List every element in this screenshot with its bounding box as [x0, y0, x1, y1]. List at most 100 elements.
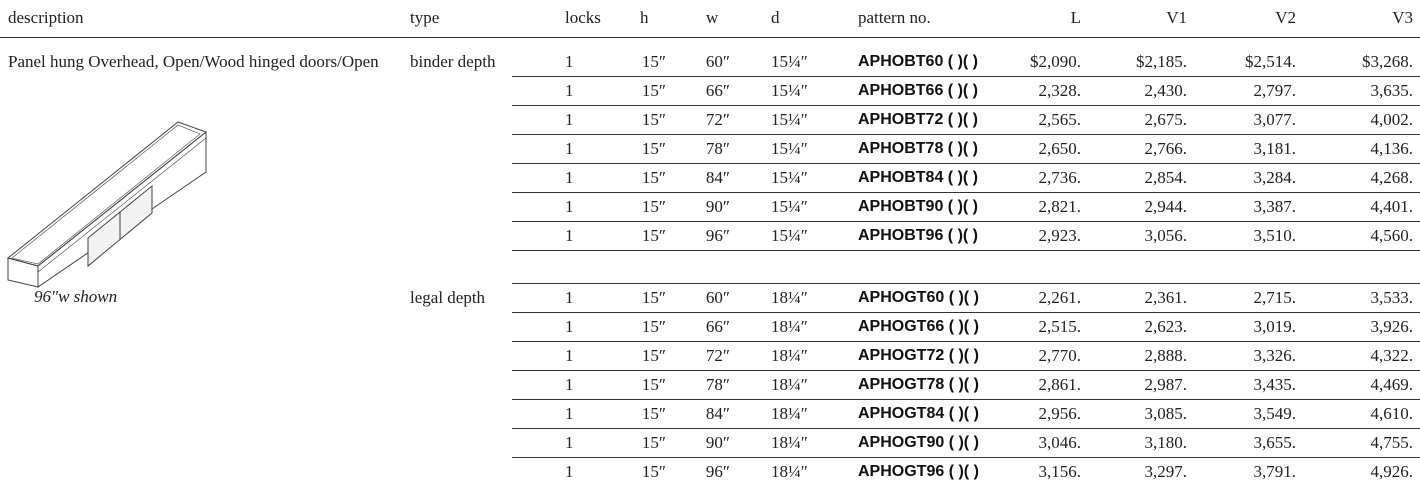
column-header: V2 — [1275, 8, 1296, 27]
price-v1: 2,888. — [1144, 346, 1188, 365]
row-rule — [512, 250, 1420, 251]
depth: 18¼″ — [771, 433, 808, 452]
column-header: L — [1070, 8, 1081, 27]
locks: 1 — [565, 110, 574, 129]
row-rule — [512, 457, 1420, 458]
locks: 1 — [565, 433, 574, 452]
pattern-no: APHOBT60 ( )( ) — [858, 53, 978, 70]
price-v3: 3,926. — [1370, 317, 1414, 336]
locks: 1 — [565, 52, 574, 71]
price-v1: 3,297. — [1144, 462, 1188, 481]
locks: 1 — [565, 288, 574, 307]
pattern-no: APHOGT72 ( )( ) — [858, 347, 979, 364]
height: 15″ — [641, 168, 666, 187]
image-caption: 96″w shown — [34, 287, 118, 306]
price-v3: 4,322. — [1370, 346, 1414, 365]
price-v3: $3,268. — [1362, 52, 1413, 71]
price-l: 2,515. — [1038, 317, 1082, 336]
price-v3: 4,610. — [1370, 404, 1414, 423]
price-v1: 2,944. — [1144, 197, 1188, 216]
price-v1: 2,987. — [1144, 375, 1188, 394]
price-v2: 3,435. — [1253, 375, 1297, 394]
price-v2: 3,284. — [1253, 168, 1297, 187]
pattern-no: APHOBT90 ( )( ) — [858, 198, 978, 215]
locks: 1 — [565, 81, 574, 100]
price-v2: 3,549. — [1253, 404, 1297, 423]
height: 15″ — [641, 433, 666, 452]
price-l: 2,650. — [1038, 139, 1082, 158]
width: 96″ — [705, 462, 730, 481]
cabinet-top-inner — [11, 124, 201, 265]
price-v1: 2,675. — [1144, 110, 1188, 129]
height: 15″ — [641, 317, 666, 336]
height: 15″ — [641, 462, 666, 481]
column-header: locks — [565, 8, 601, 27]
column-header: type — [410, 8, 440, 27]
group-type: legal depth — [410, 288, 486, 307]
width: 72″ — [705, 346, 730, 365]
price-l: 3,046. — [1038, 433, 1082, 452]
price-l: 3,156. — [1038, 462, 1082, 481]
price-v2: 2,797. — [1253, 81, 1297, 100]
price-v1: 2,623. — [1144, 317, 1188, 336]
column-header: w — [706, 8, 719, 27]
price-l: 2,261. — [1038, 288, 1082, 307]
price-v3: 4,002. — [1370, 110, 1414, 129]
column-header: d — [771, 8, 780, 27]
price-v3: 3,635. — [1370, 81, 1414, 100]
depth: 18¼″ — [771, 375, 808, 394]
width: 84″ — [705, 168, 730, 187]
pattern-no: APHOGT84 ( )( ) — [858, 405, 979, 422]
width: 60″ — [705, 288, 730, 307]
locks: 1 — [565, 168, 574, 187]
price-v3: 4,755. — [1370, 433, 1414, 452]
price-v2: 2,715. — [1253, 288, 1297, 307]
locks: 1 — [565, 226, 574, 245]
width: 60″ — [705, 52, 730, 71]
height: 15″ — [641, 52, 666, 71]
locks: 1 — [565, 375, 574, 394]
price-v2: 3,387. — [1253, 197, 1297, 216]
depth: 15¼″ — [771, 81, 808, 100]
shelf-edge — [37, 137, 207, 273]
locks: 1 — [565, 404, 574, 423]
price-v3: 4,469. — [1370, 375, 1414, 394]
price-v2: 3,077. — [1253, 110, 1297, 129]
price-v3: 4,926. — [1370, 462, 1414, 481]
locks: 1 — [565, 462, 574, 481]
price-l: $2,090. — [1030, 52, 1081, 71]
depth: 18¼″ — [771, 346, 808, 365]
cabinet-illustration — [6, 121, 208, 288]
depth: 15¼″ — [771, 226, 808, 245]
column-header: V3 — [1392, 8, 1413, 27]
header-rule — [0, 37, 1420, 38]
price-l: 2,328. — [1038, 81, 1082, 100]
price-v1: 2,361. — [1144, 288, 1188, 307]
locks: 1 — [565, 346, 574, 365]
pattern-no: APHOBT84 ( )( ) — [858, 169, 978, 186]
depth: 15¼″ — [771, 197, 808, 216]
pattern-no: APHOGT90 ( )( ) — [858, 434, 979, 451]
locks: 1 — [565, 139, 574, 158]
price-l: 2,821. — [1038, 197, 1082, 216]
column-header: h — [640, 8, 649, 27]
group-type: binder depth — [410, 52, 496, 71]
price-l: 2,956. — [1038, 404, 1082, 423]
row-rule — [512, 312, 1420, 313]
row-rule — [512, 221, 1420, 222]
pattern-no: APHOBT66 ( )( ) — [858, 82, 978, 99]
row-rule — [512, 283, 1420, 284]
depth: 18¼″ — [771, 462, 808, 481]
row-rule — [512, 163, 1420, 164]
price-v2: 3,510. — [1253, 226, 1297, 245]
row-rule — [512, 399, 1420, 400]
locks: 1 — [565, 197, 574, 216]
price-v2: 3,791. — [1253, 462, 1297, 481]
height: 15″ — [641, 404, 666, 423]
width: 72″ — [705, 110, 730, 129]
pattern-no: APHOGT78 ( )( ) — [858, 376, 979, 393]
row-rule — [512, 192, 1420, 193]
depth: 15¼″ — [771, 139, 808, 158]
row-rule — [512, 105, 1420, 106]
